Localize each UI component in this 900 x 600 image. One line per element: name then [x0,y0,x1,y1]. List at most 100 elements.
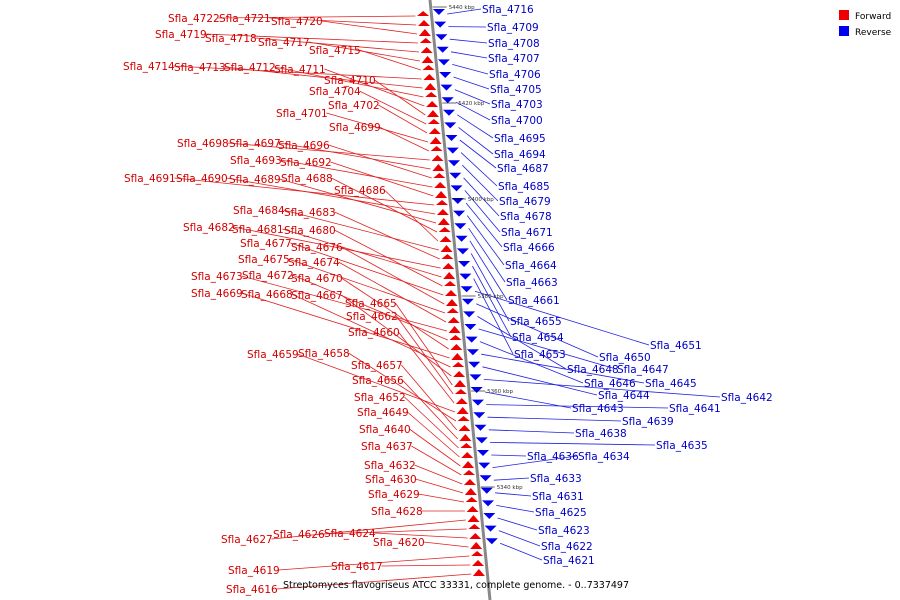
gene-label[interactable]: Sfla_4669 [191,288,243,300]
gene-label[interactable]: Sfla_4665 [345,298,397,310]
gene-label[interactable]: Sfla_4671 [501,227,553,239]
gene-label[interactable]: Sfla_4641 [669,403,721,415]
gene-label[interactable]: Sfla_4661 [508,295,560,307]
gene-label[interactable]: Sfla_4667 [291,290,343,302]
gene-label[interactable]: Sfla_4626 [273,529,325,541]
gene-label[interactable]: Sfla_4649 [357,407,409,419]
gene-label[interactable]: Sfla_4703 [491,99,543,111]
gene-label[interactable]: Sfla_4620 [373,537,425,549]
gene-label[interactable]: Sfla_4704 [309,86,361,98]
gene-label[interactable]: Sfla_4721 [219,13,271,25]
gene-label[interactable]: Sfla_4673 [191,271,243,283]
gene-label[interactable]: Sfla_4621 [543,555,595,567]
gene-label[interactable]: Sfla_4716 [482,4,534,16]
gene-label[interactable]: Sfla_4616 [226,584,278,596]
gene-label[interactable]: Sfla_4672 [242,270,294,282]
gene-label[interactable]: Sfla_4682 [183,222,235,234]
gene-label[interactable]: Sfla_4719 [155,29,207,41]
gene-label[interactable]: Sfla_4663 [506,277,558,289]
gene-label[interactable]: Sfla_4646 [584,378,636,390]
gene-label[interactable]: Sfla_4687 [497,163,549,175]
gene-label[interactable]: Sfla_4678 [500,211,552,223]
gene-label[interactable]: Sfla_4714 [123,61,175,73]
gene-label[interactable]: Sfla_4624 [324,528,376,540]
gene-label[interactable]: Sfla_4697 [229,138,281,150]
gene-label[interactable]: Sfla_4635 [656,440,708,452]
gene-label[interactable]: Sfla_4668 [241,289,293,301]
gene-label[interactable]: Sfla_4674 [288,257,340,269]
gene-label[interactable]: Sfla_4680 [284,225,336,237]
gene-label[interactable]: Sfla_4694 [494,149,546,161]
gene-label[interactable]: Sfla_4701 [276,108,328,120]
gene-label[interactable]: Sfla_4629 [368,489,420,501]
gene-label[interactable]: Sfla_4658 [298,348,350,360]
gene-label[interactable]: Sfla_4711 [274,64,326,76]
gene-label[interactable]: Sfla_4710 [324,75,376,87]
gene-label[interactable]: Sfla_4676 [291,242,343,254]
gene-label[interactable]: Sfla_4660 [348,327,400,339]
gene-label[interactable]: Sfla_4689 [229,174,281,186]
gene-label[interactable]: Sfla_4702 [328,100,380,112]
gene-label[interactable]: Sfla_4655 [510,316,562,328]
gene-label[interactable]: Sfla_4699 [329,122,381,134]
gene-label[interactable]: Sfla_4717 [258,37,310,49]
gene-label[interactable]: Sfla_4632 [364,460,416,472]
gene-label[interactable]: Sfla_4647 [617,364,669,376]
gene-label[interactable]: Sfla_4693 [230,155,282,167]
gene-label[interactable]: Sfla_4709 [487,22,539,34]
gene-label[interactable]: Sfla_4706 [489,69,541,81]
gene-label[interactable]: Sfla_4659 [247,349,299,361]
gene-label[interactable]: Sfla_4713 [174,62,226,74]
gene-label[interactable]: Sfla_4681 [232,224,284,236]
gene-label[interactable]: Sfla_4633 [530,473,582,485]
gene-label[interactable]: Sfla_4651 [650,340,702,352]
gene-label[interactable]: Sfla_4666 [503,242,555,254]
gene-label[interactable]: Sfla_4686 [334,185,386,197]
gene-label[interactable]: Sfla_4690 [176,173,228,185]
gene-label[interactable]: Sfla_4670 [291,273,343,285]
gene-label[interactable]: Sfla_4720 [271,16,323,28]
gene-label[interactable]: Sfla_4684 [233,205,285,217]
gene-label[interactable]: Sfla_4715 [309,45,361,57]
gene-label[interactable]: Sfla_4708 [488,38,540,50]
gene-label[interactable]: Sfla_4645 [645,378,697,390]
gene-label[interactable]: Sfla_4707 [488,53,540,65]
gene-label[interactable]: Sfla_4631 [532,491,584,503]
gene-label[interactable]: Sfla_4627 [221,534,273,546]
gene-label[interactable]: Sfla_4652 [354,392,406,404]
gene-label[interactable]: Sfla_4617 [331,561,383,573]
gene-label[interactable]: Sfla_4695 [494,133,546,145]
gene-label[interactable]: Sfla_4662 [346,311,398,323]
gene-label[interactable]: Sfla_4692 [280,157,332,169]
gene-label[interactable]: Sfla_4683 [284,207,336,219]
gene-label[interactable]: Sfla_4637 [361,441,413,453]
gene-label[interactable]: Sfla_4650 [599,352,651,364]
gene-label[interactable]: Sfla_4664 [505,260,557,272]
gene-label[interactable]: Sfla_4656 [352,375,404,387]
gene-label[interactable]: Sfla_4634 [578,451,630,463]
gene-label[interactable]: Sfla_4648 [567,364,619,376]
gene-label[interactable]: Sfla_4638 [575,428,627,440]
gene-label[interactable]: Sfla_4685 [498,181,550,193]
gene-label[interactable]: Sfla_4679 [499,196,551,208]
gene-label[interactable]: Sfla_4643 [572,403,624,415]
gene-label[interactable]: Sfla_4619 [228,565,280,577]
gene-label[interactable]: Sfla_4639 [622,416,674,428]
gene-label[interactable]: Sfla_4642 [721,392,773,404]
gene-label[interactable]: Sfla_4705 [490,84,542,96]
gene-label[interactable]: Sfla_4718 [205,33,257,45]
gene-label[interactable]: Sfla_4653 [514,349,566,361]
gene-label[interactable]: Sfla_4640 [359,424,411,436]
gene-label[interactable]: Sfla_4644 [598,390,650,402]
gene-label[interactable]: Sfla_4636 [527,451,579,463]
gene-label[interactable]: Sfla_4657 [351,360,403,372]
gene-label[interactable]: Sfla_4712 [224,62,276,74]
gene-label[interactable]: Sfla_4677 [240,238,292,250]
gene-label[interactable]: Sfla_4691 [124,173,176,185]
gene-label[interactable]: Sfla_4700 [491,115,543,127]
gene-label[interactable]: Sfla_4698 [177,138,229,150]
gene-label[interactable]: Sfla_4722 [168,13,220,25]
gene-label[interactable]: Sfla_4675 [238,254,290,266]
gene-label[interactable]: Sfla_4622 [541,541,593,553]
gene-label[interactable]: Sfla_4623 [538,525,590,537]
